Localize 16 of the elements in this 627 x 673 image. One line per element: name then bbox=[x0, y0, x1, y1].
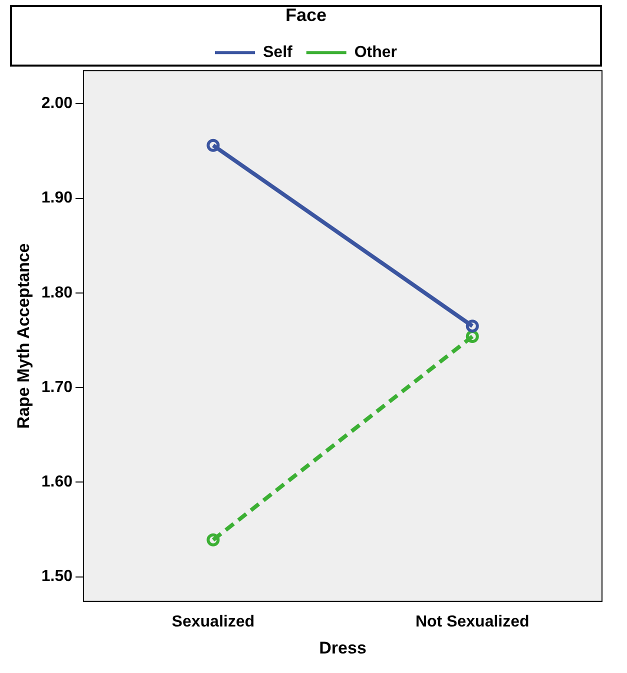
y-tick-label: 2.00 bbox=[41, 95, 73, 112]
legend-title: Face bbox=[285, 4, 327, 25]
x-tick-label: Sexualized bbox=[172, 613, 255, 630]
y-axis-title: Rape Myth Acceptance bbox=[14, 243, 33, 429]
point bbox=[466, 320, 479, 333]
y-tick-label: 1.60 bbox=[41, 474, 73, 491]
x-axis-title: Dress bbox=[319, 638, 366, 658]
y-tick-label: 1.70 bbox=[41, 378, 73, 396]
legend-label: Self bbox=[262, 44, 294, 62]
y-tick-label: 1.90 bbox=[41, 190, 73, 207]
y-tick-label: 1.80 bbox=[41, 284, 73, 302]
point bbox=[206, 533, 220, 546]
x-tick-label: Not Sexualized bbox=[415, 613, 530, 630]
y-tick-label: 1.50 bbox=[41, 568, 73, 586]
legend-label: Other bbox=[354, 44, 398, 62]
point bbox=[206, 138, 220, 152]
